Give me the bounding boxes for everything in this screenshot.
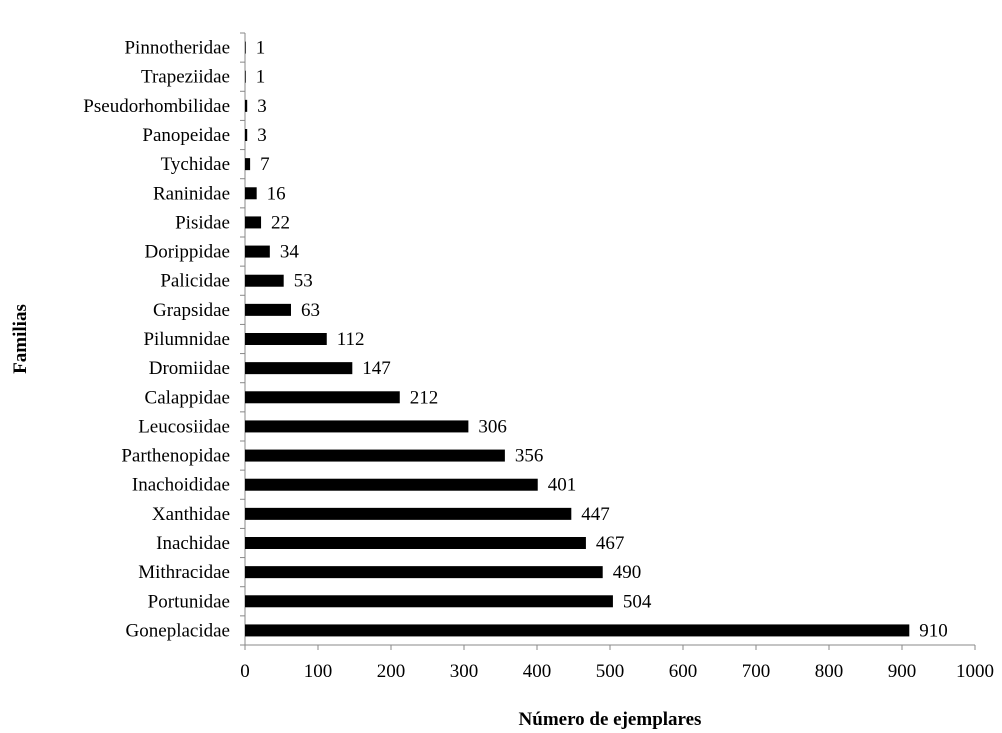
x-tick-label: 300 [450,661,479,682]
data-label: 112 [337,329,365,350]
category-label: Pseudorhombilidae [83,96,230,117]
category-label: Pilumnidae [143,329,230,350]
bar [245,478,538,491]
bar [245,187,257,200]
data-label: 1 [256,67,265,88]
category-label: Leucosiidae [138,416,230,437]
category-label: Tychidae [161,154,230,175]
x-tick-label: 600 [669,661,698,682]
bar [245,129,248,141]
data-label: 447 [581,504,610,525]
x-tick-label: 400 [523,661,552,682]
category-label: Dorippidae [145,242,230,263]
data-label: 306 [478,416,507,437]
category-label: Trapeziidae [141,67,230,88]
data-label: 7 [260,154,270,175]
bar [245,566,603,579]
x-tick-label: 100 [304,661,333,682]
bar [245,507,572,520]
category-label: Inachoididae [132,475,230,496]
data-label: 356 [515,446,544,467]
bar [245,537,586,549]
category-label: Raninidae [153,183,230,204]
bar [245,624,910,637]
category-labels: Goneplacidae Portunidae Mithracidae Inachid… [83,38,230,642]
category-label: Inachidae [156,533,230,554]
bar [245,70,246,83]
category-label: Grapsidae [153,300,230,321]
bars [245,41,910,637]
bar [245,420,469,433]
data-label: 3 [257,96,267,117]
data-label: 53 [294,271,313,292]
bar [245,274,284,287]
data-label: 34 [280,242,300,263]
category-label: Calappidae [145,387,230,408]
y-axis-title: Familias [10,304,31,374]
bar [245,41,246,54]
data-label: 504 [623,591,652,612]
bar [245,595,613,608]
x-tick-label: 0 [240,661,250,682]
bar [245,391,400,404]
x-tick-label: 500 [596,661,625,682]
data-label: 22 [271,212,290,233]
bar [245,216,262,229]
category-label: Parthenopidae [121,446,230,467]
bar [245,245,270,258]
bar [245,303,291,316]
data-label: 910 [919,620,948,641]
category-label: Goneplacidae [126,620,230,641]
category-label: Panopeidae [142,125,230,146]
data-label: 3 [257,125,267,146]
x-tick-label: 800 [815,661,844,682]
category-label: Pinnotheridae [124,38,230,59]
data-label: 1 [256,38,265,59]
category-label: Dromiidae [149,358,230,379]
data-label: 212 [410,387,439,408]
category-label: Palicidae [160,271,230,292]
data-label: 401 [548,475,577,496]
category-label: Pisidae [175,212,230,233]
category-label: Portunidae [148,591,230,612]
data-label: 467 [596,533,625,554]
data-label: 63 [301,300,320,321]
data-label: 490 [613,562,642,583]
x-tick-label: 700 [742,661,771,682]
data-label: 147 [362,358,391,379]
x-axis-title: Número de ejemplares [519,709,702,730]
bar [245,333,327,345]
x-tick-label: 1000 [956,661,994,682]
bar [245,99,248,112]
bar [245,362,353,375]
bar [245,158,251,171]
bar [245,449,505,462]
x-tick-label: 900 [888,661,917,682]
category-label: Mithracidae [138,562,230,583]
x-ticks: 0 100 200 300 400 500 600 700 800 900 1000 [240,645,994,682]
category-label: Xanthidae [152,504,230,525]
data-label: 16 [267,183,286,204]
x-tick-label: 200 [377,661,406,682]
